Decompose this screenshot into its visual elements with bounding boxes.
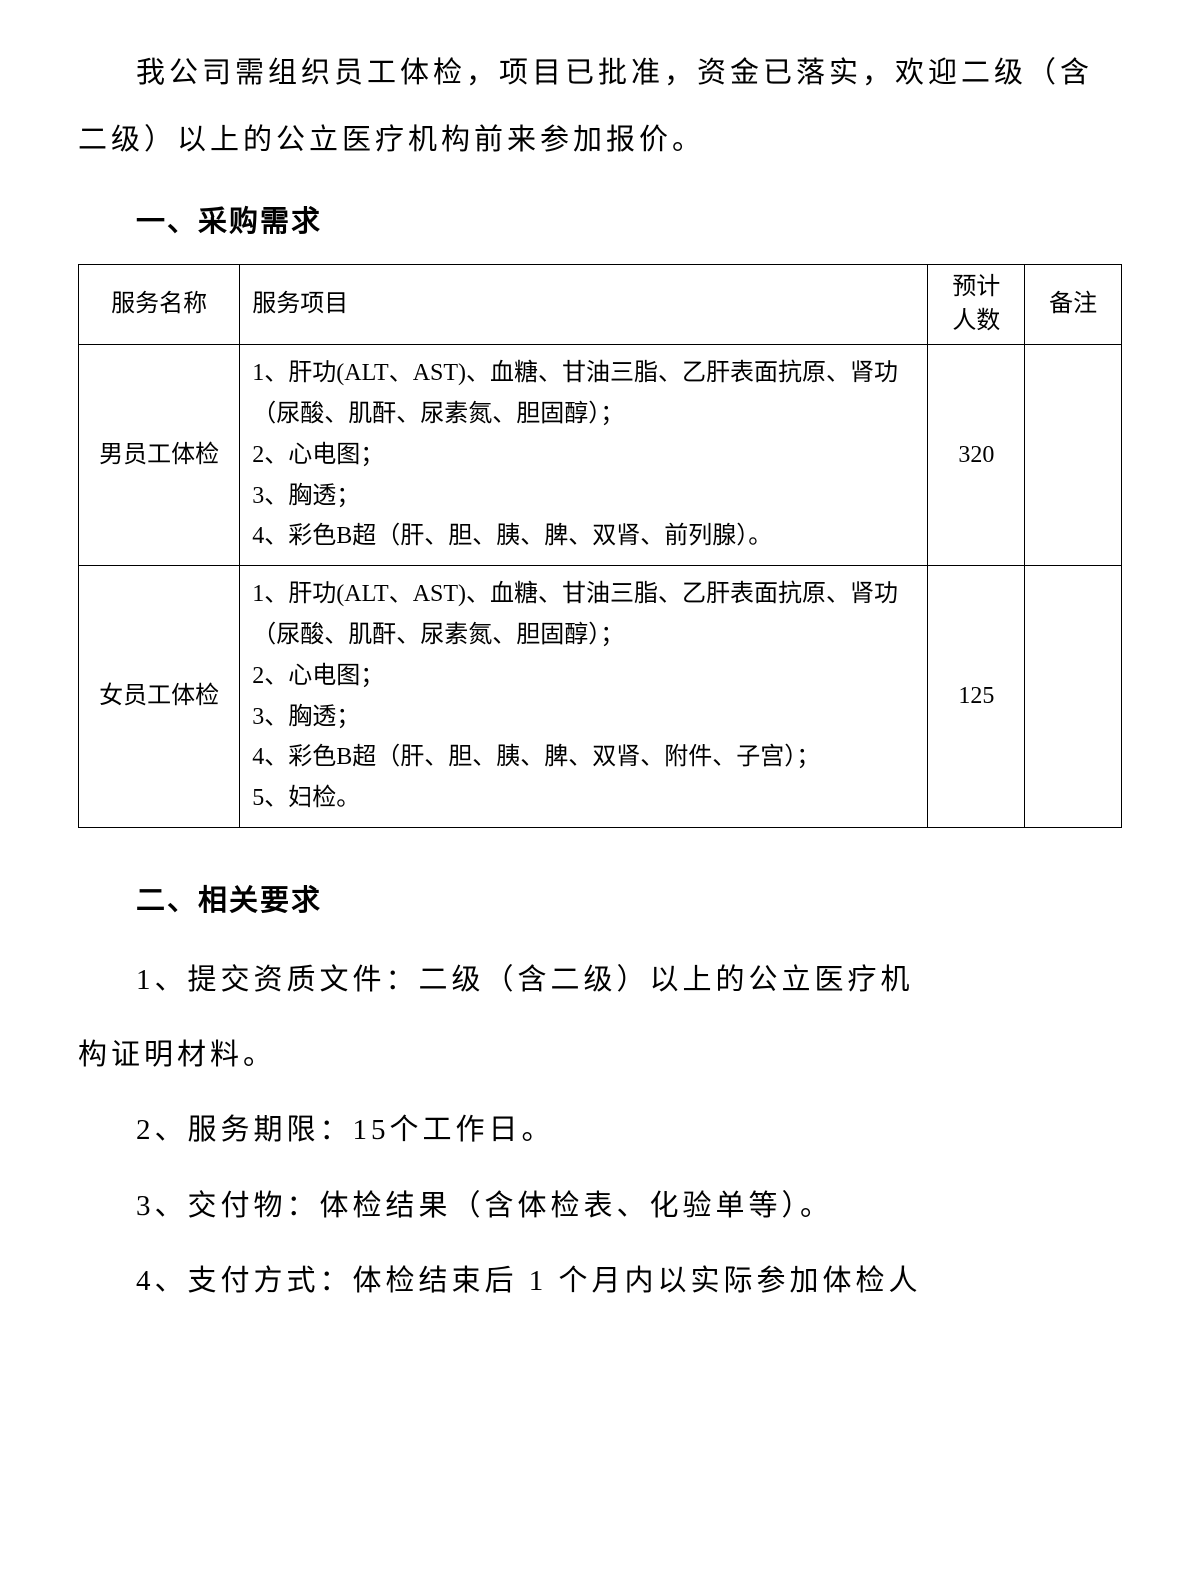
item-line: 2、心电图； [252,656,915,697]
cell-count: 125 [928,566,1025,828]
cell-service-name: 女员工体检 [79,566,240,828]
procurement-table: 服务名称 服务项目 预计 人数 备注 男员工体检 1、肝功(ALT、AST)、血… [78,264,1122,828]
section2-heading: 二、相关要求 [136,868,1122,935]
header-count-line1: 预计 [952,274,1000,300]
cell-remark [1025,345,1122,566]
cell-remark [1025,566,1122,828]
header-count-line2: 人数 [952,308,1000,334]
item-line: 4、彩色B超（肝、胆、胰、脾、双肾、附件、子宫）； [252,737,915,778]
requirement-1-line2: 构证明材料。 [78,1018,1122,1093]
item-line: 5、妇检。 [252,778,915,819]
item-line: 2、心电图； [252,435,915,476]
intro-paragraph: 我公司需组织员工体检，项目已批准，资金已落实，欢迎二级（含二级）以上的公立医疗机… [78,40,1122,173]
requirement-4: 4、支付方式：体检结束后 1 个月内以实际参加体检人 [78,1244,1122,1319]
item-line: 1、肝功(ALT、AST)、血糖、甘油三脂、乙肝表面抗原、肾功（尿酸、肌酐、尿素… [252,353,915,435]
cell-service-name: 男员工体检 [79,345,240,566]
header-count: 预计 人数 [928,265,1025,345]
requirement-3: 3、交付物：体检结果（含体检表、化验单等）。 [78,1169,1122,1244]
item-line: 3、胸透； [252,476,915,517]
item-line: 4、彩色B超（肝、胆、胰、脾、双肾、前列腺）。 [252,516,915,557]
cell-service-items: 1、肝功(ALT、AST)、血糖、甘油三脂、乙肝表面抗原、肾功（尿酸、肌酐、尿素… [240,566,928,828]
requirement-2: 2、服务期限：15个工作日。 [78,1093,1122,1168]
table-row: 女员工体检 1、肝功(ALT、AST)、血糖、甘油三脂、乙肝表面抗原、肾功（尿酸… [79,566,1122,828]
requirement-1-line1: 1、提交资质文件：二级（含二级）以上的公立医疗机 [78,943,1122,1018]
item-line: 1、肝功(ALT、AST)、血糖、甘油三脂、乙肝表面抗原、肾功（尿酸、肌酐、尿素… [252,574,915,656]
header-service-name: 服务名称 [79,265,240,345]
header-service-items: 服务项目 [240,265,928,345]
cell-count: 320 [928,345,1025,566]
item-line: 3、胸透； [252,697,915,738]
cell-service-items: 1、肝功(ALT、AST)、血糖、甘油三脂、乙肝表面抗原、肾功（尿酸、肌酐、尿素… [240,345,928,566]
table-header-row: 服务名称 服务项目 预计 人数 备注 [79,265,1122,345]
header-remark: 备注 [1025,265,1122,345]
section1-heading: 一、采购需求 [136,189,1122,256]
table-row: 男员工体检 1、肝功(ALT、AST)、血糖、甘油三脂、乙肝表面抗原、肾功（尿酸… [79,345,1122,566]
